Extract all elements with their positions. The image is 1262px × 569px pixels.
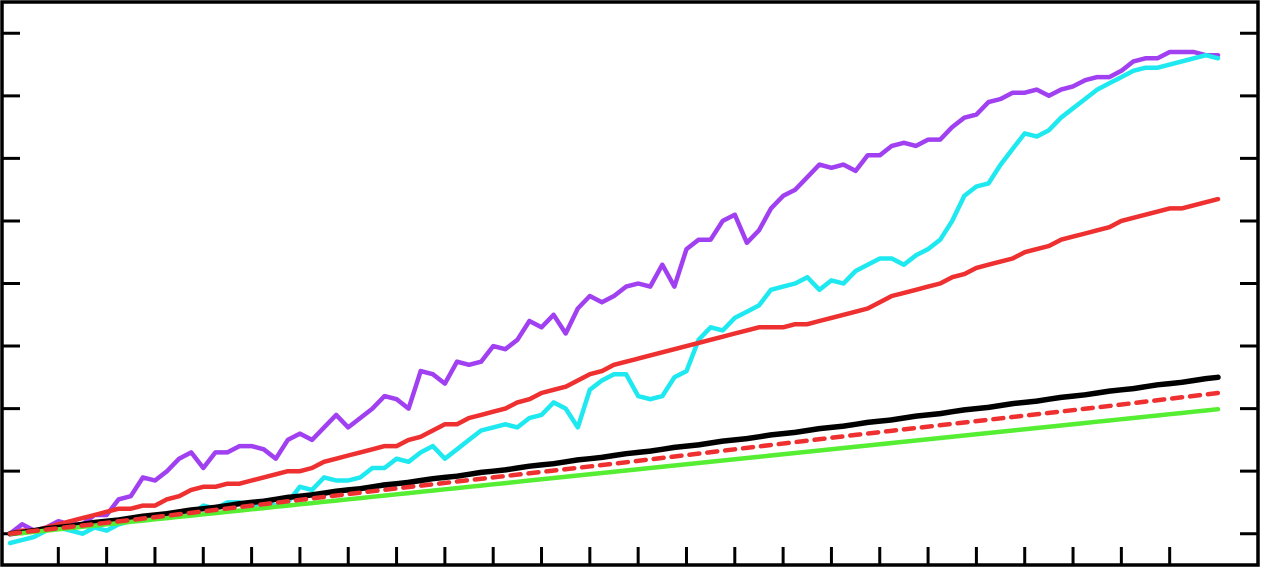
series-line-red (7, 196, 1221, 536)
series-line-purple (7, 49, 1221, 536)
series-line-black (7, 374, 1221, 537)
series-line-green (7, 406, 1221, 536)
series-layer (7, 49, 1221, 546)
axis-ticks (2, 31, 1258, 565)
series-line-red-dashed (7, 390, 1221, 536)
